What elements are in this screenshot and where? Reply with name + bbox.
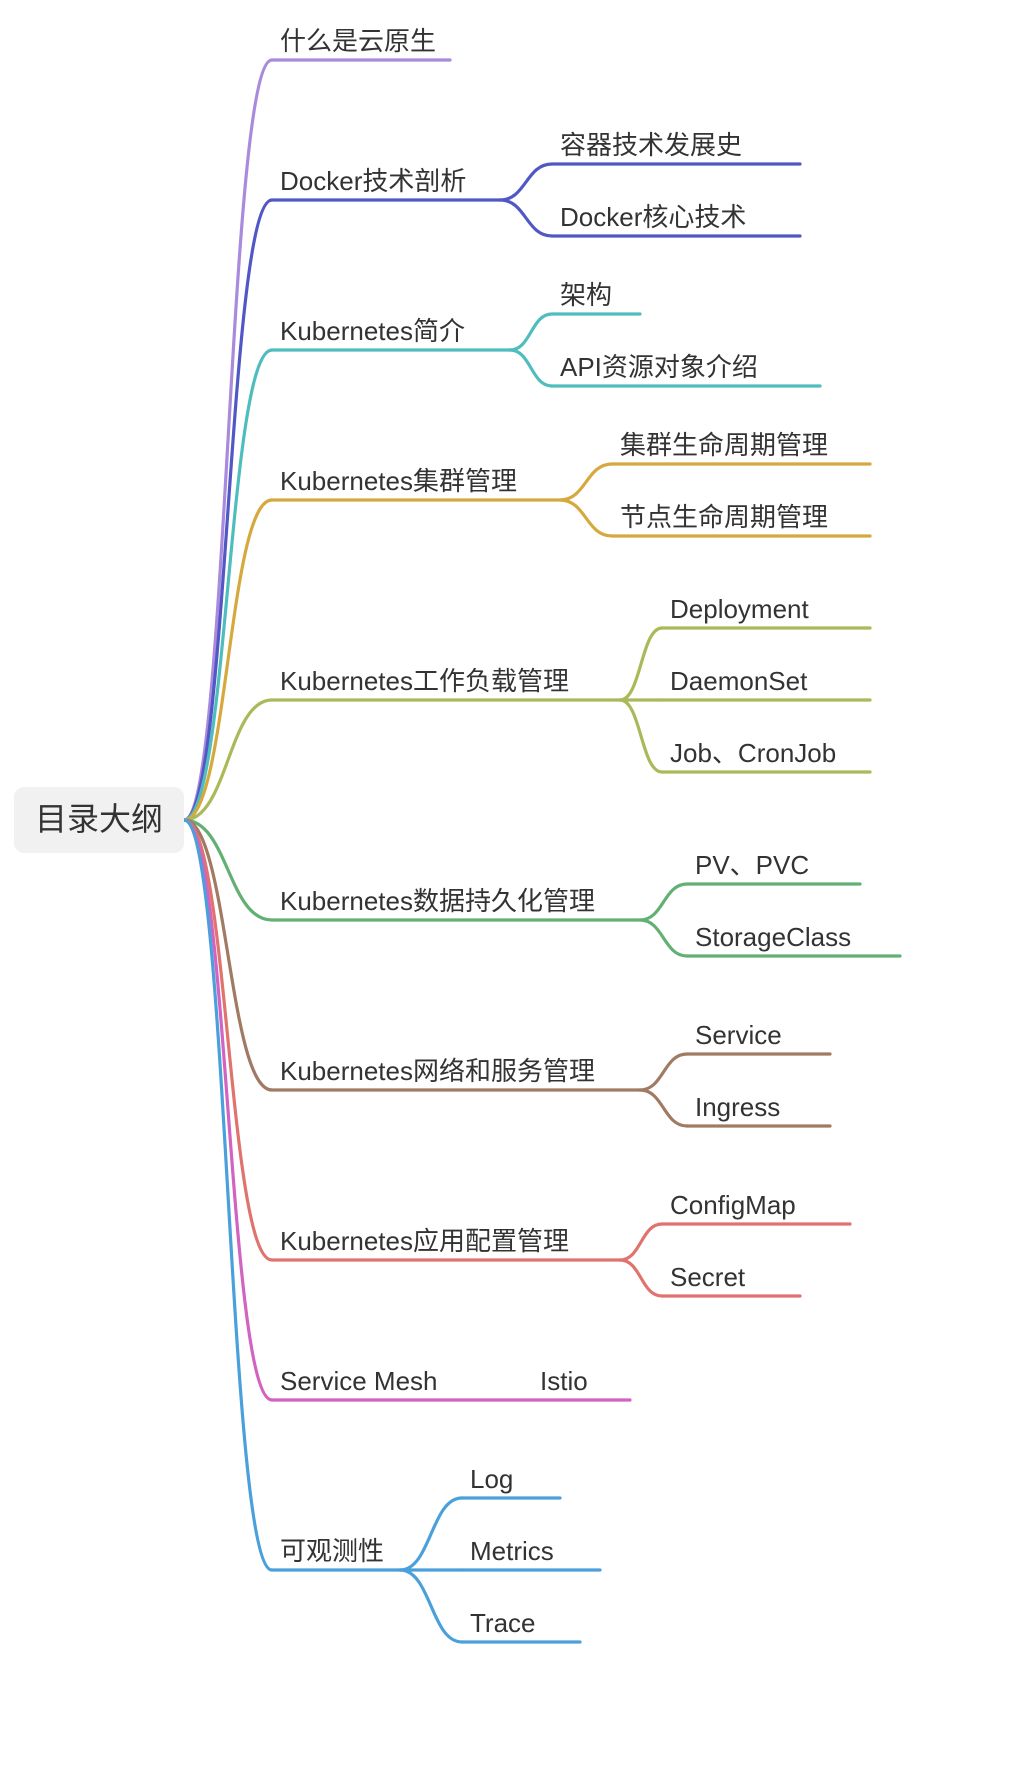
leaf-label: Ingress [695, 1092, 780, 1122]
edge-branch-leaf [640, 1054, 687, 1090]
edge-branch-leaf [620, 628, 662, 700]
leaf-label: DaemonSet [670, 666, 808, 696]
edge-root-branch [184, 820, 272, 1570]
edge-branch-leaf [560, 500, 612, 536]
branch-label: Kubernetes工作负载管理 [280, 666, 569, 696]
branch-label: Kubernetes网络和服务管理 [280, 1056, 595, 1086]
leaf-label: API资源对象介绍 [560, 352, 758, 382]
leaf-label: 节点生命周期管理 [620, 502, 828, 532]
edge-branch-leaf [510, 314, 552, 350]
leaf-label: Log [470, 1464, 513, 1494]
edge-branch-leaf [500, 200, 552, 236]
mindmap-canvas: 目录大纲 什么是云原生 Docker技术剖析 容器技术发展史 Docker核心技术 Kub… [0, 0, 1022, 1792]
leaf-label: 集群生命周期管理 [620, 430, 828, 460]
leaf-label: 容器技术发展史 [560, 130, 742, 160]
leaf-label: Trace [470, 1608, 536, 1638]
branch-label: 可观测性 [280, 1536, 384, 1566]
edge-branch-leaf [560, 464, 612, 500]
branch-label: Docker技术剖析 [280, 166, 466, 196]
leaf-label: Deployment [670, 594, 810, 624]
edge-branch-leaf [620, 1260, 662, 1296]
branch-label: Kubernetes应用配置管理 [280, 1226, 569, 1256]
edge-branch-leaf [640, 884, 687, 920]
edge-branch-leaf [640, 1090, 687, 1126]
leaf-label: Docker核心技术 [560, 202, 746, 232]
edge-branch-leaf [640, 920, 687, 956]
edge-root-branch [184, 820, 272, 1400]
leaf-label: Job、CronJob [670, 738, 836, 768]
edge-branch-leaf [400, 1570, 462, 1642]
edge-branch-leaf [620, 1224, 662, 1260]
edge-branch-leaf [620, 700, 662, 772]
branch-label: Service Mesh [280, 1366, 438, 1396]
leaf-label: PV、PVC [695, 850, 809, 880]
branch-label: Kubernetes数据持久化管理 [280, 886, 595, 916]
leaf-label: 架构 [560, 280, 612, 310]
leaf-label: ConfigMap [670, 1190, 796, 1220]
leaf-label: Secret [670, 1262, 746, 1292]
branch-label: Kubernetes简介 [280, 316, 465, 346]
root-label: 目录大纲 [35, 801, 163, 837]
edge-root-branch [184, 500, 272, 820]
branch-label: Kubernetes集群管理 [280, 466, 517, 496]
edge-branch-leaf [510, 350, 552, 386]
labels: 什么是云原生 Docker技术剖析 容器技术发展史 Docker核心技术 Kuberne… [280, 26, 851, 1638]
leaf-label: StorageClass [695, 922, 851, 952]
branch-label: 什么是云原生 [280, 26, 436, 56]
root-node: 目录大纲 [14, 787, 184, 853]
edge-branch-leaf [500, 164, 552, 200]
leaf-label: Metrics [470, 1536, 554, 1566]
edge-branch-leaf [400, 1498, 462, 1570]
leaf-label: Istio [540, 1366, 588, 1396]
leaf-label: Service [695, 1020, 782, 1050]
